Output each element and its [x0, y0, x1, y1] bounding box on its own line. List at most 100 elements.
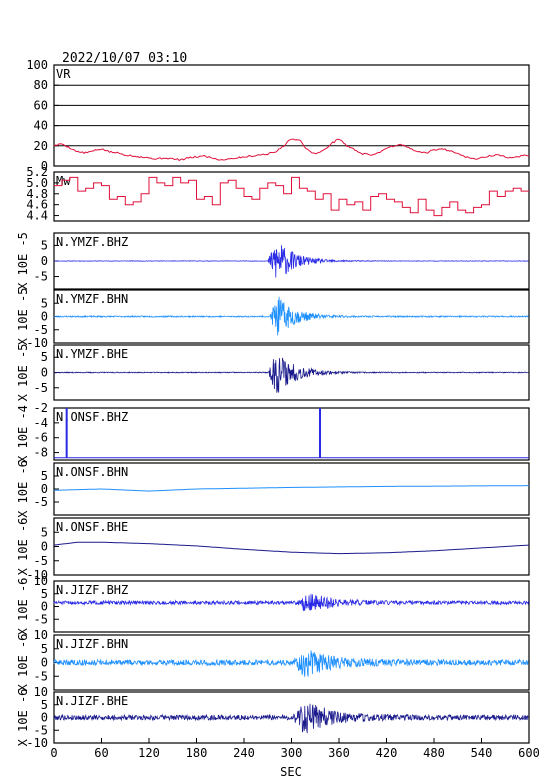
x-axis: 0 60 120 180 240 300 360 420 480 540 600 — [50, 738, 540, 760]
y-tick-label: 60 — [34, 98, 48, 112]
scale-label: X 10E -5 — [16, 288, 30, 346]
x-tick-label: 60 — [94, 746, 108, 760]
panel-n-onsf-bhe: 50-5-10 N.ONSF.BHE X 10E -6 — [16, 517, 530, 582]
scale-label: X 10E -5 — [16, 232, 30, 290]
y-tick-label: 0 — [41, 600, 48, 614]
x-tick-label: 180 — [186, 746, 208, 760]
x-tick-label: 540 — [471, 746, 493, 760]
y-tick-label: 10 — [34, 628, 48, 642]
x-tick-label: 240 — [233, 746, 255, 760]
x-tick-label: 600 — [518, 746, 540, 760]
panel-frame — [53, 64, 530, 167]
y-tick-label: -2 — [34, 401, 48, 415]
scale-label: X 10E -6 — [16, 634, 30, 692]
y-tick-label: 0 — [41, 656, 48, 670]
x-axis-label: SEC — [280, 765, 302, 779]
y-tick-label: 80 — [34, 78, 48, 92]
y-tick-label: 4.6 — [26, 198, 48, 212]
x-tick-label: 300 — [281, 746, 303, 760]
y-tick-label: 4.4 — [26, 209, 48, 223]
x-tick-label: 480 — [423, 746, 445, 760]
y-tick-label: -5 — [34, 495, 48, 509]
y-tick-label: 0 — [41, 540, 48, 554]
channel-label: Mw — [56, 174, 71, 188]
series-line — [53, 296, 529, 336]
y-tick-label: 5 — [41, 642, 48, 656]
panel-n-ymzf-bhz: 5 0 -5 N.YMZF.BHZ X 10E -5 — [16, 232, 530, 290]
scale-label: X 10E -6 — [16, 518, 30, 576]
y-tick-label: 5 — [41, 525, 48, 539]
y-tick-label: -4 — [34, 416, 48, 430]
y-tick-label: 5 — [41, 296, 48, 310]
y-tick-label: 5 — [41, 587, 48, 601]
y-tick-label: 40 — [34, 119, 48, 133]
panels-group: 100806040200VR5.25.04.84.64.4Mw50-5N.YMZ… — [16, 58, 530, 750]
y-tick-label: -5 — [34, 669, 48, 683]
y-tick-label: 5.2 — [26, 165, 48, 179]
series-line — [54, 176, 529, 217]
y-tick-label: -5 — [34, 554, 48, 568]
scale-label: X 10E -5 — [16, 344, 30, 402]
y-tick-label: 0 — [41, 482, 48, 496]
panel-n-ymzf-bhn: 50-5-10 N.YMZF.BHN X 10E -5 — [16, 288, 530, 350]
y-tick-label: 4.8 — [26, 187, 48, 201]
y-tick-label: 20 — [34, 139, 48, 153]
y-tick-label: -5 — [34, 270, 48, 284]
y-tick-label: 5 — [41, 238, 48, 252]
y-tick-label: 0 — [41, 366, 48, 380]
y-tick-label: -5 — [34, 381, 48, 395]
series-line — [53, 703, 529, 734]
panel-mw: 5.25.04.84.64.4 Mw — [26, 165, 530, 223]
channel-label: N.YMZF.BHZ — [56, 235, 128, 249]
panel-n-onsf-bhn: 50-5 N.ONSF.BHN X 10E -6 — [16, 460, 530, 518]
y-tick-label: 0 — [41, 254, 48, 268]
y-tick-label: 10 — [34, 685, 48, 699]
series-line — [54, 485, 529, 492]
channel-label: N.ONSF.BHN — [56, 465, 128, 479]
panel-frame — [53, 171, 530, 222]
y-tick-label: -10 — [26, 568, 48, 582]
panel-frame — [53, 407, 530, 461]
x-tick-label: 0 — [50, 746, 57, 760]
y-tick-label: 5 — [41, 469, 48, 483]
series-line — [53, 650, 529, 678]
panel-n-ymzf-bhe: 5 0-5 N.YMZF.BHE X 10E -5 — [16, 344, 530, 402]
x-tick-label: 420 — [376, 746, 398, 760]
channel-label: N.YMZF.BHE — [56, 347, 128, 361]
series-line — [53, 357, 529, 393]
x-tick-label: 120 — [138, 746, 160, 760]
y-tick-label: 0 — [41, 310, 48, 324]
series-line — [53, 593, 529, 611]
channel-label: N.YMZF.BHN — [56, 292, 128, 306]
y-tick-label: 0 — [41, 159, 48, 173]
x-tick-label: 360 — [328, 746, 350, 760]
scale-label: X 10E -6 — [16, 578, 30, 636]
channel-label: N.JIZF.BHE — [56, 694, 128, 708]
y-tick-label: -10 — [26, 336, 48, 350]
y-tick-label: 100 — [26, 58, 48, 72]
y-tick-label: -10 — [26, 736, 48, 750]
y-tick-label: 0 — [41, 711, 48, 725]
y-tick-label: -6 — [34, 431, 48, 445]
y-tick-label: -8 — [34, 446, 48, 460]
y-tick-label: 5 — [41, 350, 48, 364]
series-line — [53, 138, 530, 162]
channel-label: VR — [56, 67, 71, 81]
y-tick-label: 5.0 — [26, 176, 48, 190]
channel-label: N.ONSF.BHE — [56, 520, 128, 534]
y-tick-label: -5 — [34, 723, 48, 737]
y-tick-label: 5 — [41, 698, 48, 712]
scale-label: X 10E -4 — [16, 405, 30, 463]
panel-vr: 100 80 60 40 20 0 VR — [26, 58, 530, 173]
channel-label: N.ONSF.BHZ — [56, 410, 128, 424]
series-line — [54, 245, 529, 278]
y-tick-label: 10 — [34, 574, 48, 588]
y-tick-label: -5 — [34, 323, 48, 337]
channel-label: N.JIZF.BHZ — [56, 583, 128, 597]
series-line — [53, 541, 530, 555]
scale-label: X 10E -6 — [16, 689, 30, 747]
